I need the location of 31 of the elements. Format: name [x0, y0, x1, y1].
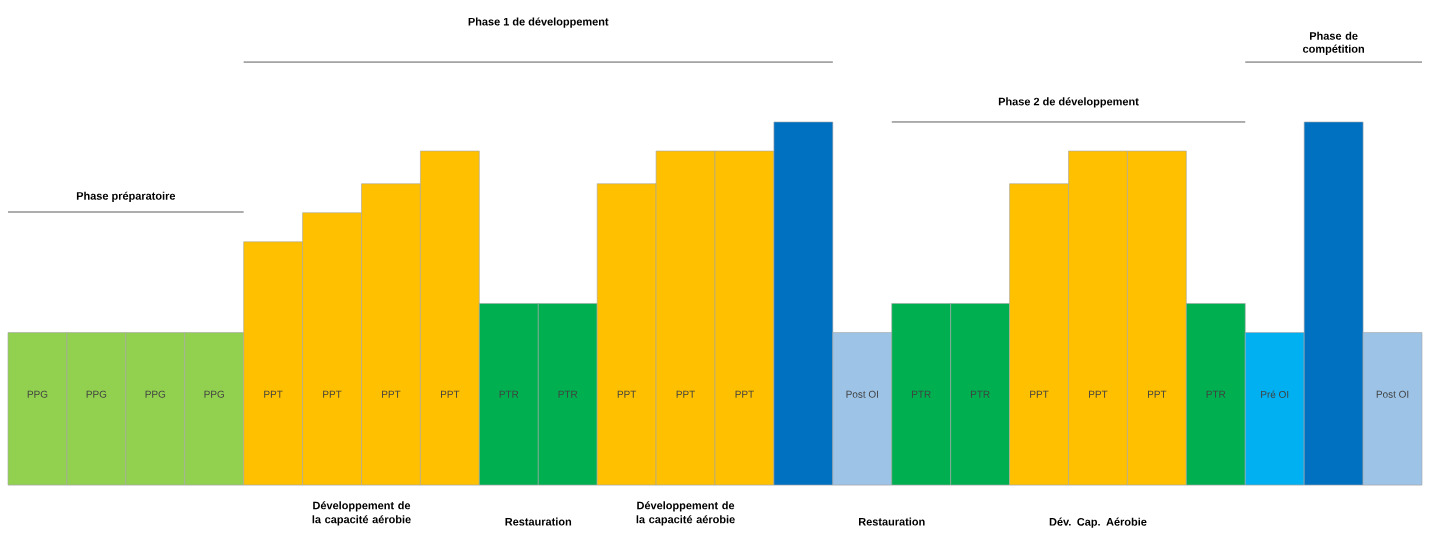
x-tick-label: Post OI	[1376, 390, 1409, 398]
x-tick-label: PPT	[676, 390, 695, 398]
x-tick-label: PTR	[970, 390, 990, 398]
text: Développement de la capacité aérobie	[312, 501, 411, 526]
x-tick-label: Pré OI	[1261, 390, 1289, 398]
x-tick-label: PPT	[1148, 390, 1167, 398]
x-tick-label: PPG	[145, 390, 166, 398]
text: Phase de compétition	[1303, 31, 1364, 55]
text: Restauration	[505, 517, 572, 526]
text: Restauration	[858, 517, 925, 526]
x-tick-label: PPG	[86, 390, 107, 398]
text: Dév. Cap. Aérobie	[1049, 517, 1147, 528]
x-tick-label: Post OI	[846, 390, 878, 398]
x-tick-label: PTR	[499, 390, 519, 398]
x-tick-label: PPT	[735, 390, 754, 398]
text: Phase 1 de développement	[468, 17, 609, 28]
x-tick-label: PTR	[558, 390, 578, 398]
annotation: Phase préparatoire	[76, 191, 176, 202]
text: Développement de la capacité aérobie	[636, 501, 735, 526]
x-tick-label: PPT	[382, 390, 401, 398]
x-tick-label: PPT	[1089, 390, 1108, 398]
x-tick-label: PPT	[617, 390, 637, 398]
x-tick-label: PPT	[1030, 390, 1049, 398]
x-tick-label: PPT	[264, 390, 283, 398]
x-tick-label: PPT	[441, 390, 460, 398]
x-tick-label: PPG	[204, 390, 224, 398]
x-tick-label: PPT	[323, 390, 342, 398]
x-tick-label: PTR	[912, 390, 931, 398]
x-tick-label: PPG	[27, 390, 48, 398]
text: Phase 2 de développement	[998, 97, 1139, 108]
x-tick-label: PTR	[1206, 390, 1226, 398]
